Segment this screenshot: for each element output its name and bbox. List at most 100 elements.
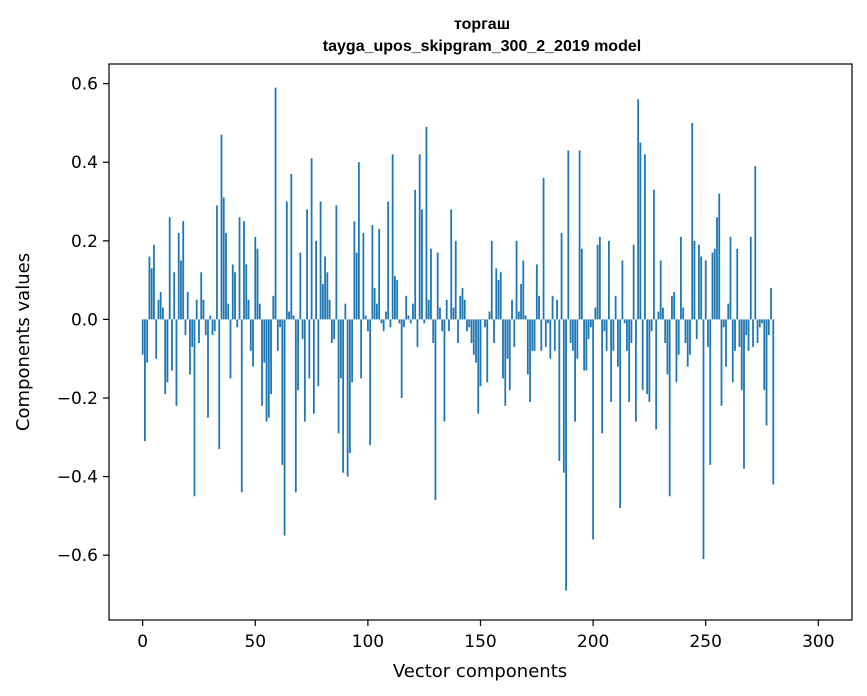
bar (475, 319, 477, 363)
bar (357, 162, 360, 320)
bar (770, 287, 772, 320)
bar (644, 154, 646, 320)
y-tick-label: −0.4 (57, 468, 98, 488)
bar (254, 236, 257, 320)
bar (272, 295, 275, 320)
bar (549, 319, 552, 359)
bar (396, 280, 399, 320)
bar (391, 154, 394, 320)
bar (141, 319, 144, 355)
bar (441, 319, 444, 332)
bar (346, 319, 349, 477)
bar (362, 232, 365, 320)
bar (306, 209, 308, 320)
bar (445, 299, 448, 320)
bar (189, 319, 191, 375)
bar (256, 248, 259, 320)
bar (596, 244, 599, 320)
bar (193, 319, 196, 497)
bar (481, 319, 484, 320)
bar (166, 319, 169, 383)
bar (389, 319, 392, 328)
bar (583, 319, 586, 371)
bar (729, 236, 732, 320)
bar (369, 319, 372, 446)
bar (452, 307, 455, 320)
bar (265, 319, 268, 422)
bar (567, 150, 570, 320)
x-tick-label: 50 (244, 632, 266, 652)
bar (533, 319, 536, 351)
bar (571, 319, 574, 351)
bar (479, 319, 482, 387)
bar (252, 319, 254, 367)
bar (153, 244, 155, 320)
bar (477, 319, 480, 414)
bar (616, 319, 619, 367)
bar (171, 319, 173, 371)
bar (682, 307, 685, 320)
bar (245, 264, 248, 320)
bar (216, 205, 218, 320)
y-tick-label: 0.0 (71, 310, 98, 330)
bar (373, 287, 376, 320)
bar (236, 319, 239, 328)
bar (517, 311, 520, 320)
bar (364, 315, 367, 320)
bar (635, 319, 637, 422)
bar (490, 240, 493, 320)
bar (468, 319, 471, 328)
x-axis-label: Vector components (393, 661, 567, 682)
bar (695, 319, 698, 340)
plot-frame (108, 63, 853, 621)
bar (267, 319, 270, 418)
bar (743, 319, 745, 469)
bar (648, 319, 651, 402)
bar (497, 280, 500, 320)
bar (290, 174, 293, 320)
bar (698, 244, 700, 320)
bar (535, 264, 538, 320)
bar (375, 303, 378, 320)
bar (416, 319, 419, 347)
y-tick-label: 0.2 (71, 232, 98, 252)
bar (443, 319, 446, 422)
bar (279, 319, 281, 328)
bar (693, 240, 696, 320)
bar (686, 319, 689, 367)
bar (186, 291, 189, 320)
bar (330, 319, 333, 343)
bar (628, 319, 631, 402)
bar (394, 276, 396, 320)
bar (531, 319, 534, 351)
bar (470, 319, 473, 343)
bar (184, 319, 187, 336)
bar (168, 217, 171, 320)
bar (204, 319, 207, 336)
bar (662, 307, 664, 320)
bar (344, 303, 347, 320)
bar (321, 284, 324, 320)
bar (418, 154, 421, 320)
y-axis-ticks: −0.6 −0.4 −0.2 0.0 0.2 0.4 0.6 (57, 75, 109, 566)
bar (544, 319, 547, 347)
bar (405, 295, 408, 320)
bar (716, 217, 718, 320)
bar (772, 319, 775, 485)
bar (348, 319, 351, 454)
bar (425, 126, 428, 320)
chart-title-line2: tayga_upos_skipgram_300_2_2019 model (323, 38, 641, 55)
bar (258, 303, 261, 320)
bar (238, 217, 241, 320)
bar (731, 319, 734, 383)
bar (297, 319, 299, 391)
bar (691, 122, 694, 320)
y-tick-label: −0.6 (57, 546, 98, 566)
bar (294, 319, 297, 493)
bar (493, 319, 495, 343)
bar (324, 256, 326, 320)
bar (472, 319, 475, 355)
bar (317, 319, 320, 387)
bar (303, 319, 306, 422)
bar (148, 256, 151, 320)
